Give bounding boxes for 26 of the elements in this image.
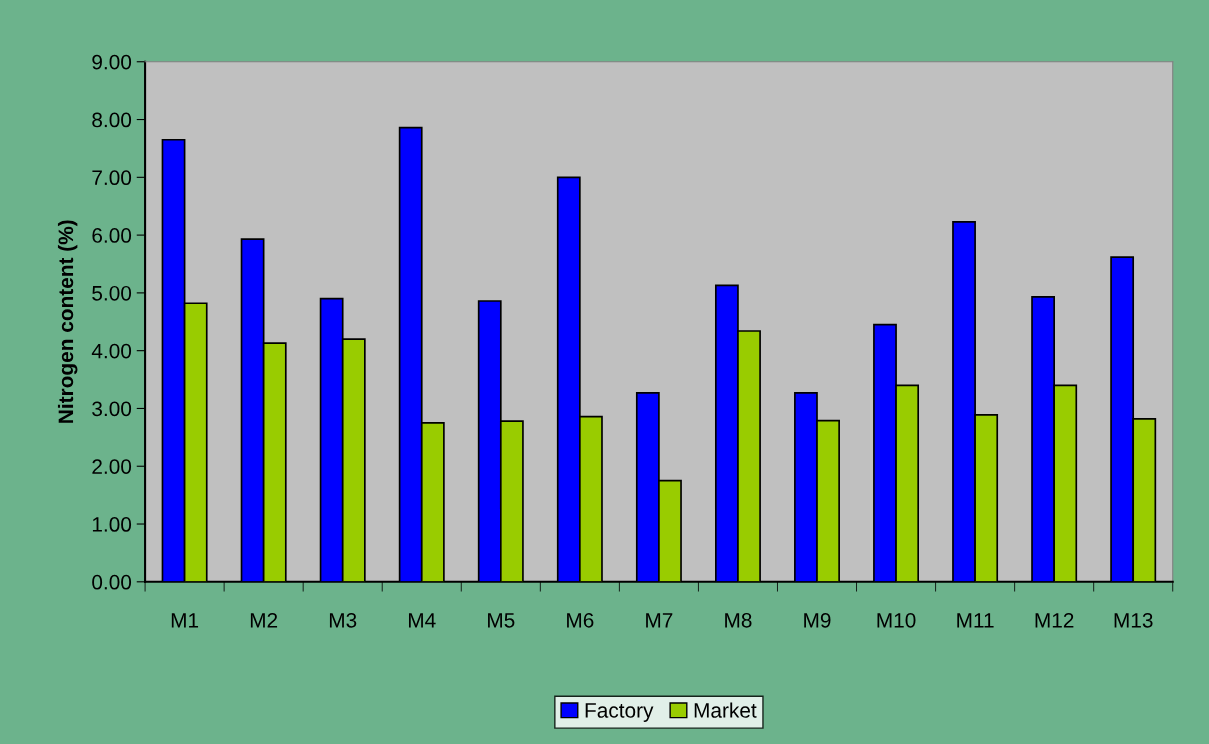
x-tick-label: M13 bbox=[1114, 612, 1153, 628]
y-tick-label: 6.00 bbox=[92, 228, 132, 243]
y-tick-label: 8.00 bbox=[92, 112, 132, 128]
x-tick-label: M5 bbox=[488, 613, 515, 628]
x-tick-label: M7 bbox=[646, 613, 673, 628]
y-tick-label: 4.00 bbox=[91, 343, 132, 359]
y-tick-label: 3.00 bbox=[92, 401, 132, 417]
legend-label: Factory bbox=[585, 703, 654, 722]
y-tick-label: 9.00 bbox=[92, 54, 132, 70]
x-tick-label: M12 bbox=[1035, 612, 1074, 628]
legend-label: Market bbox=[694, 702, 757, 718]
x-tick-label: M2 bbox=[250, 612, 278, 628]
x-tick-label: M4 bbox=[408, 613, 436, 628]
y-tick-label: 5.00 bbox=[92, 285, 132, 301]
y-tick-label: 7.00 bbox=[92, 170, 132, 186]
y-tick-label: 1.00 bbox=[92, 517, 132, 532]
x-tick-label: M8 bbox=[725, 612, 752, 628]
x-tick-label: M1 bbox=[171, 613, 199, 628]
x-tick-label: M3 bbox=[329, 612, 357, 628]
y-tick-label: 2.00 bbox=[92, 459, 132, 474]
x-tick-label: M10 bbox=[877, 612, 916, 628]
x-tick-label: M11 bbox=[957, 613, 994, 628]
x-tick-label: M9 bbox=[804, 612, 831, 628]
y-tick-label: 0.00 bbox=[92, 574, 132, 590]
y-axis-title: Nitrogen content (%) bbox=[57, 220, 78, 423]
x-tick-label: M6 bbox=[567, 612, 594, 628]
